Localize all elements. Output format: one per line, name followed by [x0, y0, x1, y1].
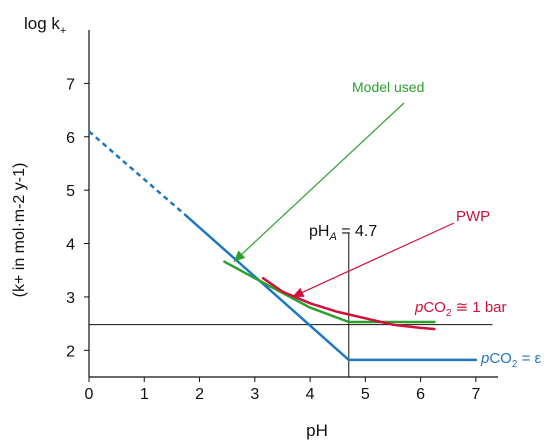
label-pco2-1bar-p: p	[414, 299, 423, 316]
x-tick-label: 3	[250, 386, 259, 403]
series-line	[88, 130, 189, 218]
svg-text:log k+: log k+	[24, 14, 66, 37]
ph-a-label: pHA = 4.7	[309, 223, 377, 243]
ticks: 0 1 2 3 4 5 6 7 2 3 4 5 6 7	[66, 76, 480, 403]
x-tick-label: 6	[416, 386, 425, 403]
y-tick-label: 4	[66, 237, 75, 254]
x-tick-label: 7	[471, 386, 480, 403]
x-tick-label: 5	[361, 386, 370, 403]
y-tick-label: 2	[66, 343, 75, 360]
y-tick-label: 3	[66, 290, 75, 307]
annotation-arrow-head	[292, 287, 305, 297]
y-tick-label: 6	[66, 130, 75, 147]
label-pco2-epsilon: pCO2 = ε	[480, 350, 542, 370]
annotation-arrow-head	[233, 250, 246, 262]
x-tick-label: 0	[85, 386, 94, 403]
x-axis-title: pH	[306, 421, 328, 440]
label-pco2-epsilon-main: CO	[489, 350, 512, 367]
reference-lines	[89, 232, 493, 377]
annotation-model-used: Model used	[352, 79, 424, 95]
label-pco2-1bar: pCO2 ≅ 1 bar	[414, 299, 507, 319]
annotation-arrow-line	[292, 222, 455, 298]
y-axis-title-main: log k	[24, 14, 60, 33]
label-pco2-1bar-sub: 2	[446, 308, 452, 319]
label-pco2-epsilon-rest: = ε	[517, 350, 541, 367]
x-tick-label: 1	[140, 386, 149, 403]
label-pco2-1bar-main: CO	[423, 299, 446, 316]
y-tick-label: 7	[66, 76, 75, 93]
ph-a-label-sub: A	[328, 231, 336, 243]
y-axis-side-label: (k+ in mol·m-2 y-1)	[11, 163, 28, 298]
axes	[88, 30, 498, 378]
y-axis-title: log k+	[24, 14, 66, 37]
y-axis-title-sub: +	[60, 25, 66, 37]
series-line	[186, 215, 478, 362]
ph-a-label-rest: = 4.7	[337, 223, 378, 240]
y-tick-label: 5	[66, 183, 75, 200]
label-pco2-1bar-rest: ≅ 1 bar	[451, 299, 506, 316]
series-line	[261, 276, 436, 331]
label-pco2-epsilon-p: p	[480, 350, 489, 367]
series-line	[223, 260, 436, 324]
series-group	[88, 130, 478, 362]
x-tick-label: 2	[195, 386, 204, 403]
ph-a-label-main: pH	[309, 223, 329, 240]
x-tick-label: 4	[306, 386, 315, 403]
label-pco2-epsilon-sub: 2	[512, 359, 518, 370]
annotation-arrow-line	[233, 102, 405, 263]
annotation-pwp: PWP	[456, 208, 490, 225]
annotations	[233, 102, 455, 298]
